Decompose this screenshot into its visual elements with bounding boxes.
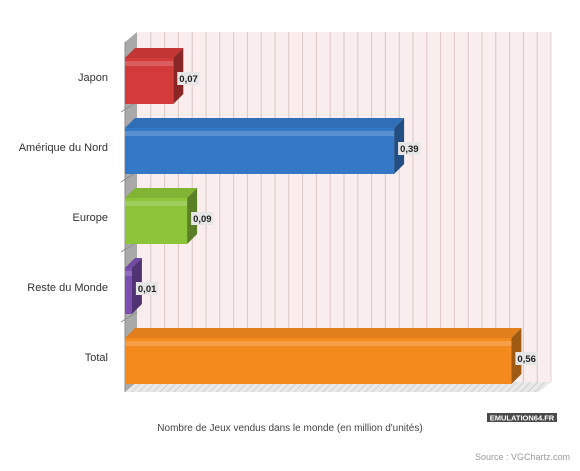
data-label-box bbox=[177, 72, 200, 85]
x-axis-label: Nombre de Jeux vendus dans le monde (en … bbox=[157, 423, 422, 434]
bar-top-face bbox=[125, 118, 405, 128]
bar-front-face bbox=[125, 128, 395, 174]
bar-highlight bbox=[125, 131, 395, 136]
data-label: 0,01 bbox=[135, 282, 158, 295]
data-label: 0,09 bbox=[191, 212, 214, 225]
data-label-text: 0,09 bbox=[193, 214, 212, 225]
bar-top-face bbox=[125, 258, 142, 268]
bar-europe bbox=[125, 188, 198, 244]
logo: EMULATION64.FR bbox=[487, 413, 557, 423]
bar-highlight bbox=[125, 341, 512, 346]
bar-highlight bbox=[125, 201, 188, 206]
bar-front-face bbox=[125, 198, 188, 244]
bar-japon bbox=[125, 48, 184, 104]
data-label: 0,07 bbox=[177, 72, 200, 85]
bar-top-face bbox=[125, 48, 184, 58]
bar-front-face bbox=[125, 338, 512, 384]
data-label-text: 0,07 bbox=[179, 74, 198, 85]
bar-highlight bbox=[125, 271, 132, 276]
category-tick bbox=[120, 311, 138, 323]
data-label-box bbox=[398, 142, 421, 155]
data-label-text: 0,39 bbox=[400, 144, 419, 155]
bar-highlight bbox=[125, 61, 174, 66]
category-labels: Japon Amérique du Nord Europe Reste du Mond… bbox=[19, 72, 108, 364]
bar-top-face bbox=[125, 188, 198, 198]
data-label: 0,56 bbox=[515, 352, 538, 365]
value-labels: 0,07 0,39 0,09 0,01 0,56 bbox=[135, 72, 538, 365]
data-label-box bbox=[135, 282, 158, 295]
source-credit: Source : VGChartz.com bbox=[475, 452, 570, 462]
data-label-text: 0,56 bbox=[517, 354, 536, 365]
logo-text: EMULATION64.FR bbox=[490, 414, 555, 423]
data-label-box bbox=[191, 212, 214, 225]
bar-am-rique-du-nord bbox=[125, 118, 405, 174]
data-label-text: 0,01 bbox=[138, 284, 157, 295]
category-label: Amérique du Nord bbox=[19, 142, 108, 154]
bar-front-face bbox=[125, 268, 132, 314]
bar-front-face bbox=[125, 58, 174, 104]
category-label: Europe bbox=[73, 212, 108, 224]
data-label-box bbox=[515, 352, 538, 365]
data-label: 0,39 bbox=[398, 142, 421, 155]
bars bbox=[125, 48, 522, 384]
floor bbox=[125, 382, 551, 392]
category-label: Japon bbox=[78, 72, 108, 84]
bar-top-face bbox=[125, 328, 522, 338]
category-label: Reste du Monde bbox=[27, 282, 108, 294]
category-label: Total bbox=[85, 352, 108, 364]
bar-total bbox=[125, 328, 522, 384]
